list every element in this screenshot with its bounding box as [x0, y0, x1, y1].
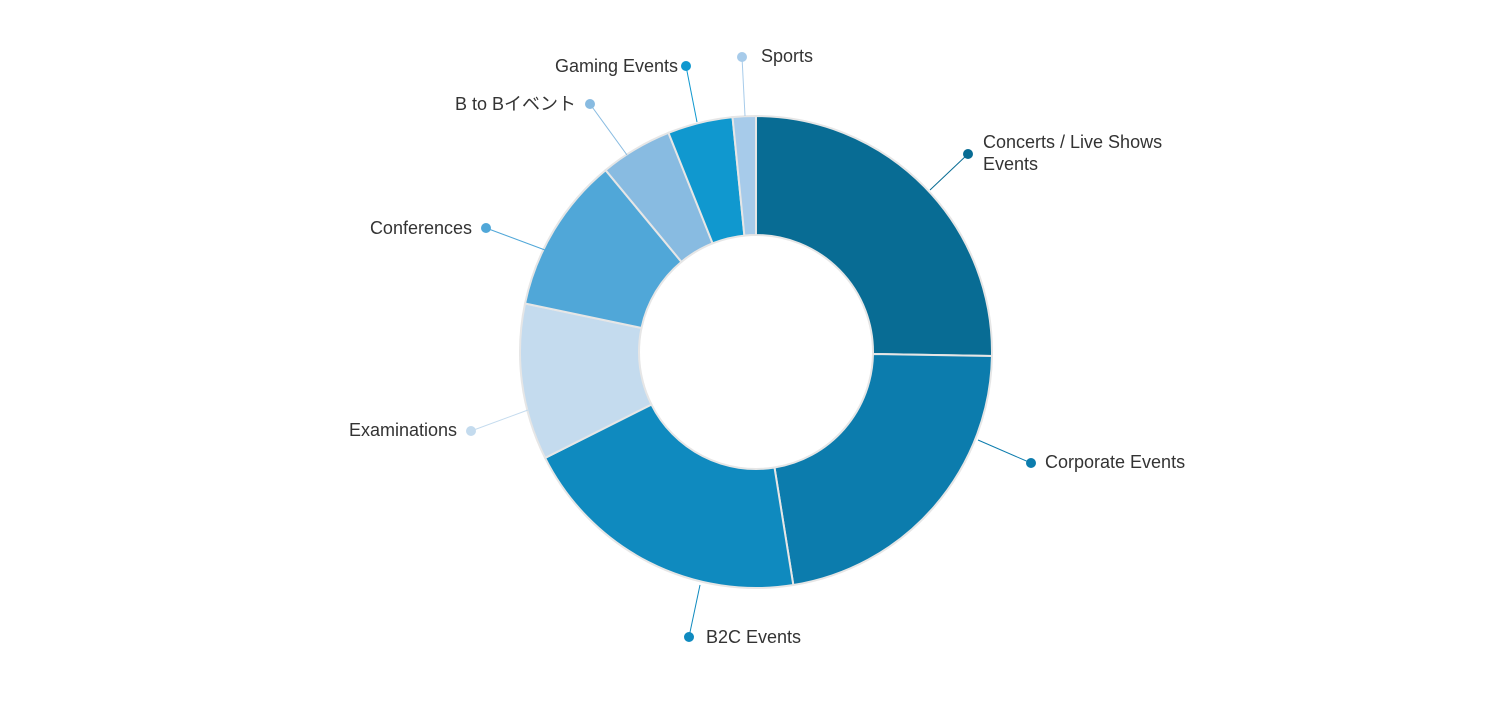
slice-label: B to Bイベント	[455, 94, 576, 114]
slice-label: Examinations	[349, 420, 457, 440]
slice-label-line: B2C Events	[706, 627, 801, 647]
leader-line	[688, 584, 701, 638]
leader-line	[741, 56, 746, 117]
slice-label-line: B to Bイベント	[455, 94, 576, 114]
slice-label: Corporate Events	[1045, 452, 1185, 472]
leader-line	[929, 153, 969, 191]
slice-label: B2C Events	[706, 627, 801, 647]
label-dot	[681, 61, 691, 71]
donut-slice	[755, 114, 993, 358]
labels-layer: Concerts / Live Shows Events Corporate Eve…	[349, 46, 1185, 647]
leader-line	[470, 409, 529, 432]
leader-line	[977, 439, 1032, 464]
slice-label-line: Corporate Events	[1045, 452, 1185, 472]
label-dot	[963, 149, 973, 159]
label-dot	[1026, 458, 1036, 468]
donut-slice	[543, 403, 795, 589]
slice-label: Concerts / Live Shows Events	[983, 132, 1162, 174]
slices-layer	[519, 114, 993, 589]
slice-label-line: Gaming Events	[555, 56, 678, 76]
label-dot	[684, 632, 694, 642]
leader-line	[685, 65, 698, 123]
slice-label: Conferences	[370, 218, 472, 238]
label-dot	[481, 223, 491, 233]
label-dot	[737, 52, 747, 62]
label-dot	[585, 99, 595, 109]
leader-line	[485, 227, 546, 251]
leader-line	[589, 103, 628, 156]
donut-slice	[731, 114, 757, 237]
label-dot	[466, 426, 476, 436]
slice-label-line: Conferences	[370, 218, 472, 238]
donut-slice	[773, 352, 993, 587]
slice-label-line: Sports	[761, 46, 813, 66]
slice-label-line: Events	[983, 154, 1038, 174]
slice-label-line: Concerts / Live Shows	[983, 132, 1162, 152]
slice-label: Sports	[761, 46, 813, 66]
slice-label: Gaming Events	[555, 56, 678, 76]
slice-label-line: Examinations	[349, 420, 457, 440]
